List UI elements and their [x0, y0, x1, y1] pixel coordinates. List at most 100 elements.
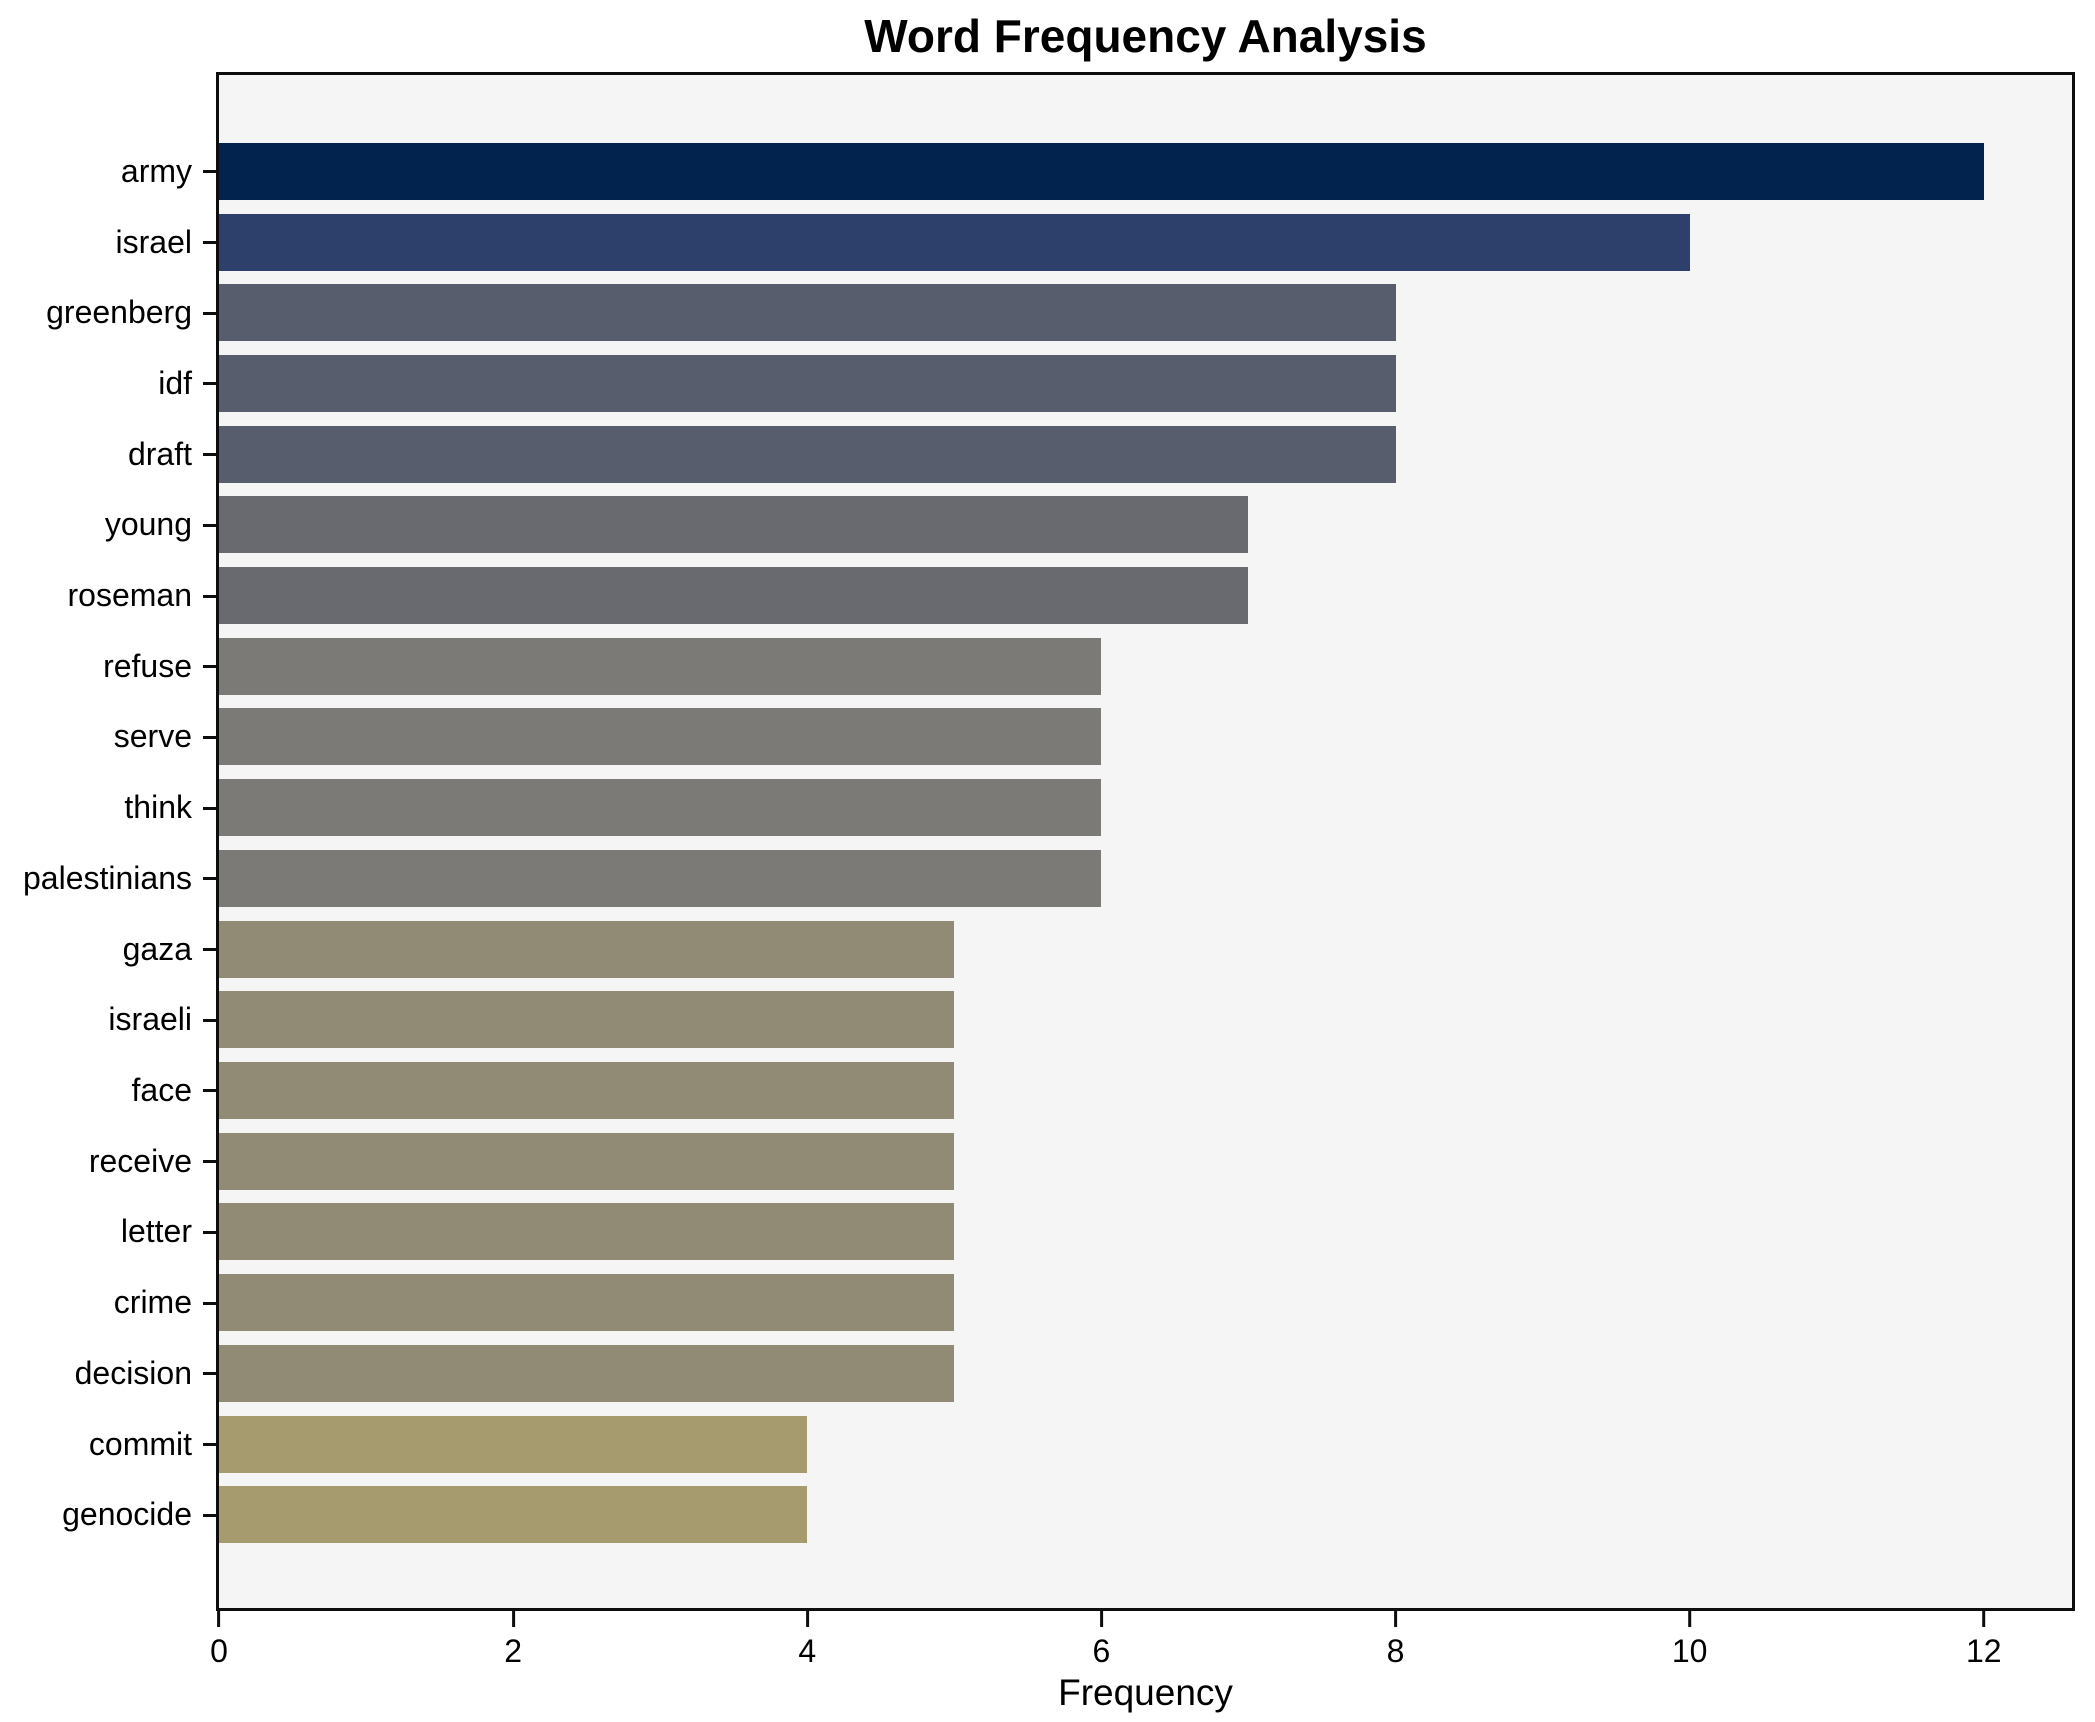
chart-title: Word Frequency Analysis — [864, 10, 1427, 62]
x-tick: 2 — [504, 1611, 522, 1670]
x-tick-label: 10 — [1671, 1633, 1708, 1669]
y-tick-mark — [203, 311, 216, 315]
x-tick-label: 8 — [1386, 1633, 1405, 1669]
y-tick-label: decision — [74, 1354, 192, 1391]
bar-row: refuse — [103, 631, 2072, 702]
plot-area: Word Frequency Analysis army israel greenb… — [23, 10, 2075, 1713]
y-tick-mark — [203, 1160, 216, 1164]
y-tick-label: serve — [113, 718, 192, 755]
y-tick-label: gaza — [122, 930, 192, 967]
bar-israel — [219, 213, 1690, 271]
y-tick-mark — [203, 594, 216, 598]
y-tick-label: commit — [88, 1425, 192, 1462]
bar-row: roseman — [68, 560, 2072, 631]
x-tick-label: 2 — [504, 1633, 523, 1669]
bar-row: serve — [114, 702, 2072, 773]
bar-genocide — [219, 1486, 808, 1544]
bar-row: israel — [116, 207, 2072, 278]
bar-palestinians — [219, 849, 1102, 907]
bar-army — [219, 142, 1984, 200]
x-tick-mark — [1688, 1611, 1692, 1627]
x-axis: 0 2 4 6 8 10 12 — [210, 1611, 2072, 1681]
y-tick-label: israel — [115, 223, 192, 260]
y-tick-label: refuse — [103, 647, 192, 684]
y-tick-mark — [203, 1230, 216, 1234]
x-tick-label: 4 — [798, 1633, 817, 1669]
bar-receive — [219, 1132, 955, 1190]
bar-row: letter — [121, 1197, 2072, 1268]
y-tick-mark — [203, 665, 216, 669]
x-tick-label: 0 — [210, 1633, 228, 1669]
y-tick-label: roseman — [67, 577, 193, 614]
bar-letter — [219, 1203, 955, 1261]
y-tick-mark — [203, 1372, 216, 1376]
bar-commit — [219, 1415, 808, 1473]
y-tick-mark — [203, 806, 216, 810]
x-tick: 10 — [1671, 1611, 1708, 1670]
bar-row: young — [105, 490, 2072, 561]
y-tick-mark — [203, 1513, 216, 1517]
y-tick-label: face — [131, 1071, 192, 1108]
bar-row: decision — [75, 1338, 2072, 1409]
bar-think — [219, 779, 1102, 837]
bar-crime — [219, 1274, 955, 1332]
y-tick-label: young — [104, 506, 192, 543]
y-tick-label: genocide — [62, 1496, 192, 1533]
y-tick-label: israeli — [108, 1001, 192, 1038]
bar-row: commit — [89, 1409, 2072, 1480]
y-tick-label: greenberg — [46, 294, 192, 331]
x-tick: 12 — [1966, 1611, 2002, 1670]
bar-row: receive — [89, 1126, 2072, 1197]
bar-greenberg — [219, 284, 1396, 342]
bar-roseman — [219, 567, 1249, 625]
bar-row: genocide — [62, 1479, 2072, 1550]
y-tick-mark — [203, 382, 216, 386]
bar-row: army — [121, 136, 2072, 207]
x-tick: 6 — [1092, 1611, 1110, 1670]
bar-rows: army israel greenberg idf draft young roseman r… — [23, 136, 2072, 1550]
bar-row: crime — [114, 1267, 2072, 1338]
bar-serve — [219, 708, 1102, 766]
bar-row: idf — [158, 348, 2072, 419]
y-tick-mark — [203, 1089, 216, 1093]
y-tick-mark — [203, 1301, 216, 1305]
y-tick-label: think — [124, 789, 192, 826]
x-tick-mark — [1099, 1611, 1103, 1627]
x-tick: 4 — [798, 1611, 816, 1670]
bar-row: draft — [128, 419, 2072, 490]
bar-face — [219, 1061, 955, 1119]
bar-young — [219, 496, 1249, 554]
bar-row: greenberg — [46, 277, 2072, 348]
y-tick-mark — [203, 241, 216, 245]
bar-idf — [219, 354, 1396, 412]
y-tick-label: crime — [113, 1284, 192, 1321]
bar-gaza — [219, 920, 955, 978]
x-tick-mark — [1982, 1611, 1986, 1627]
bar-israeli — [219, 991, 955, 1049]
y-tick-mark — [203, 170, 216, 174]
bar-row: face — [132, 1055, 2072, 1126]
y-tick-label: palestinians — [23, 859, 192, 896]
y-tick-mark — [203, 523, 216, 527]
y-tick-label: draft — [127, 435, 192, 472]
x-tick-label: 6 — [1092, 1633, 1111, 1669]
y-tick-label: idf — [158, 364, 192, 401]
x-axis-title: Frequency — [1058, 1672, 1233, 1713]
y-tick-label: army — [120, 152, 192, 189]
y-tick-mark — [203, 877, 216, 881]
x-tick: 0 — [210, 1611, 228, 1670]
y-tick-mark — [203, 1018, 216, 1022]
x-tick-mark — [1393, 1611, 1397, 1627]
y-tick-label: receive — [88, 1142, 192, 1179]
x-tick: 8 — [1386, 1611, 1405, 1670]
bar-row: israeli — [108, 984, 2072, 1055]
y-tick-label: letter — [120, 1213, 192, 1250]
bar-row: palestinians — [23, 843, 2072, 914]
bar-draft — [219, 425, 1396, 483]
bar-row: think — [124, 772, 2072, 843]
y-tick-mark — [203, 948, 216, 952]
bar-refuse — [219, 637, 1102, 695]
bar-row: gaza — [123, 914, 2072, 985]
x-tick-label: 12 — [1965, 1633, 2002, 1669]
